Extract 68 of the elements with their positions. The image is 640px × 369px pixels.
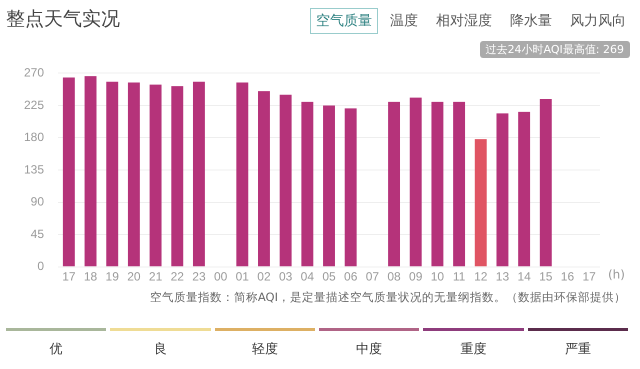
x-tick-label: 04 bbox=[300, 269, 314, 284]
x-tick-label: 03 bbox=[278, 269, 293, 284]
text: 重度 bbox=[459, 341, 488, 358]
y-tick-label: 0 bbox=[37, 259, 44, 274]
text: 过去24小时AQI最高值: 269 bbox=[480, 41, 630, 58]
text: 风力风向 bbox=[569, 12, 627, 31]
bar bbox=[301, 102, 314, 266]
text: 良 bbox=[152, 341, 168, 358]
text: 相对湿度 bbox=[435, 12, 493, 31]
x-tick-label: 00 bbox=[214, 269, 228, 284]
x-tick-label: 17 bbox=[582, 269, 596, 284]
text: 严重 bbox=[564, 341, 592, 358]
bar bbox=[171, 86, 184, 266]
bar bbox=[388, 102, 400, 266]
x-tick-label: 14 bbox=[517, 269, 532, 284]
x-tick-label: 17 bbox=[62, 269, 76, 284]
x-tick-label: 08 bbox=[387, 269, 402, 284]
text: 温度 bbox=[389, 12, 419, 31]
text: 轻度 bbox=[250, 341, 279, 358]
bar bbox=[236, 82, 248, 266]
x-tick-label: 13 bbox=[496, 269, 510, 284]
x-tick-label: 10 bbox=[430, 269, 444, 284]
bar bbox=[258, 91, 270, 266]
x-axis-title: (h) bbox=[608, 267, 625, 282]
bar bbox=[496, 113, 508, 266]
bar bbox=[323, 105, 335, 266]
bar bbox=[453, 102, 466, 266]
text: 空气质量指数：简称AQI，是定量描述空气质量状况的无量纲指数。（数据由环保部提供） bbox=[150, 290, 626, 305]
bar bbox=[280, 94, 292, 266]
x-tick-label: 02 bbox=[257, 269, 271, 284]
y-tick-label: 90 bbox=[30, 194, 44, 209]
x-tick-label: 16 bbox=[560, 269, 574, 284]
x-tick-label: 12 bbox=[474, 269, 488, 284]
y-tick-label: 45 bbox=[30, 226, 44, 241]
text: 优 bbox=[48, 341, 64, 358]
y-tick-label: 225 bbox=[24, 98, 44, 112]
bar bbox=[62, 78, 75, 266]
bar bbox=[518, 112, 530, 266]
x-tick-label: 19 bbox=[106, 269, 120, 284]
text: 中度 bbox=[355, 341, 384, 358]
bar bbox=[410, 98, 422, 266]
bar bbox=[474, 139, 487, 266]
bar bbox=[192, 82, 205, 266]
chart-title: 整点天气实况 bbox=[6, 7, 120, 32]
bar bbox=[106, 82, 118, 266]
bar bbox=[431, 102, 444, 266]
x-tick-label: 21 bbox=[148, 269, 163, 284]
bar bbox=[540, 99, 552, 266]
x-tick-label: 11 bbox=[452, 269, 466, 284]
x-tick-label: 18 bbox=[84, 269, 98, 284]
y-tick-label: 135 bbox=[24, 162, 44, 176]
y-tick-label: 180 bbox=[24, 130, 44, 144]
y-tick-label: 270 bbox=[24, 66, 44, 80]
x-tick-label: 15 bbox=[539, 269, 553, 284]
bar bbox=[128, 82, 140, 266]
x-tick-label: 01 bbox=[236, 269, 250, 284]
bar bbox=[150, 84, 162, 266]
x-tick-label: 20 bbox=[127, 269, 141, 284]
text: 空气质量 bbox=[310, 8, 378, 34]
x-tick-label: 05 bbox=[322, 269, 336, 284]
x-tick-label: 09 bbox=[409, 269, 423, 284]
bar bbox=[84, 76, 96, 266]
x-tick-label: 23 bbox=[192, 269, 206, 284]
x-tick-label: 22 bbox=[170, 269, 184, 284]
text: 降水量 bbox=[509, 12, 553, 31]
x-tick-label: 07 bbox=[366, 269, 380, 284]
bar bbox=[344, 108, 357, 266]
x-tick-label: 06 bbox=[344, 269, 358, 284]
